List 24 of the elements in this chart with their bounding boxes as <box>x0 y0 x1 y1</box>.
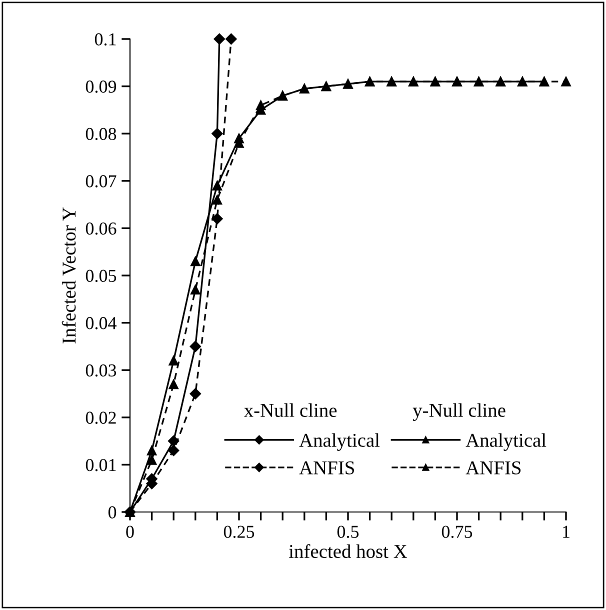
y-tick-label: 0.1 <box>94 33 116 46</box>
y-tick-label: 0.03 <box>86 364 116 377</box>
x-tick-label: 0.75 <box>442 526 472 538</box>
x-tick-label: 1 <box>563 526 570 538</box>
y-tick-label: 0.07 <box>86 175 116 188</box>
legend-label: ANFIS <box>466 461 521 474</box>
y-tick-label: 0.01 <box>86 458 116 472</box>
legend-label: Analytical <box>299 433 380 451</box>
y-tick-label: 0 <box>108 506 116 518</box>
y-tick-label: 0.09 <box>86 80 116 93</box>
y-axis-title: Infected Vector Y <box>62 207 76 344</box>
x-tick-label: 0.25 <box>224 526 254 538</box>
annotation: y-Null cline <box>412 403 506 421</box>
x-tick-label: 0.5 <box>337 526 359 538</box>
annotation: x-Null cline <box>244 403 337 417</box>
y-tick-label: 0.04 <box>86 317 117 330</box>
y-tick-label: 0.08 <box>86 128 116 140</box>
y-tick-label: 0.05 <box>86 270 116 282</box>
y-tick-label: 0.06 <box>86 222 116 235</box>
x-tick-label: 0 <box>126 526 134 538</box>
legend-label: ANFIS <box>299 461 354 474</box>
y-tick-label: 0.02 <box>86 412 116 424</box>
x-axis-title: infected host X <box>289 544 408 558</box>
legend-label: Analytical <box>466 433 546 451</box>
